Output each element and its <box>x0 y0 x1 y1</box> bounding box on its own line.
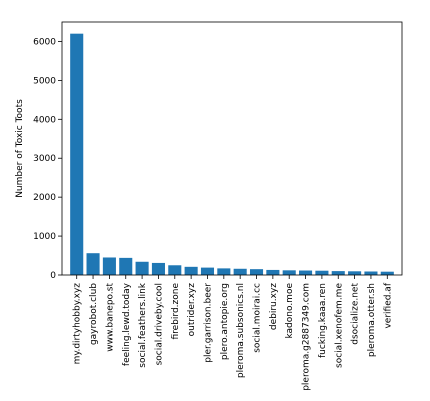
x-tick-label: debiru.xyz <box>269 283 279 330</box>
bar <box>184 266 198 275</box>
y-tick-label: 2000 <box>33 193 56 203</box>
y-tick-label: 1000 <box>33 232 56 242</box>
x-tick-label: feeling.lewd.today <box>122 282 132 366</box>
y-tick-label: 6000 <box>33 37 56 47</box>
bar <box>315 270 329 275</box>
x-tick-label: dsocialize.net <box>351 283 361 345</box>
x-tick-label: social.moirai.cc <box>253 283 263 353</box>
y-axis-label: Number of Toxic Toots <box>15 99 25 198</box>
bar <box>102 257 116 275</box>
x-axis: my.dirtyhobby.xyz gayrobot.club www.banepo… <box>73 275 393 391</box>
x-tick-label: social.xenofem.me <box>334 283 344 368</box>
x-tick-label: verified.af <box>383 282 393 328</box>
x-tick-label: gayrobot.club <box>89 283 99 345</box>
bar <box>364 271 378 275</box>
y-tick-label: 4000 <box>33 115 56 125</box>
bar <box>266 269 280 275</box>
x-tick-label: pleroma.g2887349.com <box>302 283 312 391</box>
bar <box>217 268 231 275</box>
bar <box>135 261 149 275</box>
y-tick-label: 5000 <box>33 76 56 86</box>
x-tick-label: my.dirtyhobby.xyz <box>73 283 83 365</box>
bar <box>233 268 247 275</box>
x-tick-label: social.driveby.cool <box>154 283 164 365</box>
bar <box>151 262 165 275</box>
bar <box>70 33 84 275</box>
x-tick-label: outrider.xyz <box>187 283 197 337</box>
bars-group <box>70 33 394 275</box>
x-tick-label: pleroma.subsonics.nl <box>236 283 246 378</box>
y-tick-label: 0 <box>50 271 56 281</box>
x-tick-label: fucking.kaaa.ren <box>318 283 328 358</box>
x-tick-label: firebird.zone <box>171 283 181 340</box>
bar <box>86 253 100 275</box>
bar <box>299 270 313 275</box>
plot-frame <box>61 21 403 276</box>
bar <box>380 271 394 275</box>
x-tick-label: pleroma.otter.sh <box>367 283 377 357</box>
bar <box>119 257 133 275</box>
y-axis: 0 1000 2000 3000 4000 5000 6000 <box>33 37 62 281</box>
x-tick-label: www.banepo.st <box>105 283 115 352</box>
bar <box>200 267 215 275</box>
x-tick-label: kadono.moe <box>285 283 295 339</box>
bar <box>249 269 264 275</box>
bar <box>348 271 362 275</box>
bar <box>168 265 182 275</box>
x-tick-label: social.feathers.link <box>138 282 148 367</box>
bar <box>331 271 345 275</box>
y-tick-label: 3000 <box>33 154 56 164</box>
x-tick-label: pler.garrison.beer <box>203 283 213 363</box>
x-tick-label: plero.antopie.org <box>220 283 230 360</box>
bar <box>282 270 296 275</box>
